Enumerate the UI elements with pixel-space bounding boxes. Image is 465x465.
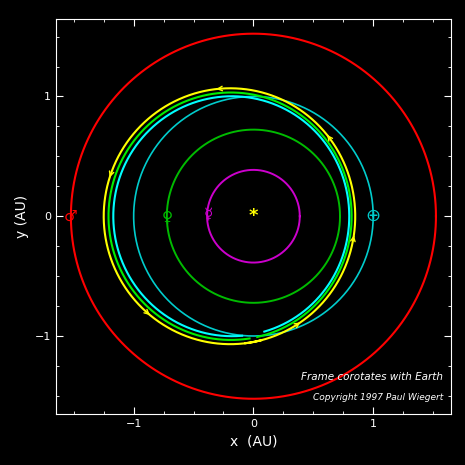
Y-axis label: y (AU): y (AU) bbox=[15, 195, 29, 238]
Text: *: * bbox=[249, 207, 258, 225]
X-axis label: x  (AU): x (AU) bbox=[230, 434, 277, 448]
Text: ♀: ♀ bbox=[161, 209, 173, 224]
Text: Copyright 1997 Paul Wiegert: Copyright 1997 Paul Wiegert bbox=[313, 393, 443, 402]
Text: Frame corotates with Earth: Frame corotates with Earth bbox=[301, 372, 443, 382]
Text: ☿: ☿ bbox=[203, 206, 213, 221]
Text: ♂: ♂ bbox=[64, 209, 78, 224]
Text: ⊕: ⊕ bbox=[365, 207, 381, 225]
